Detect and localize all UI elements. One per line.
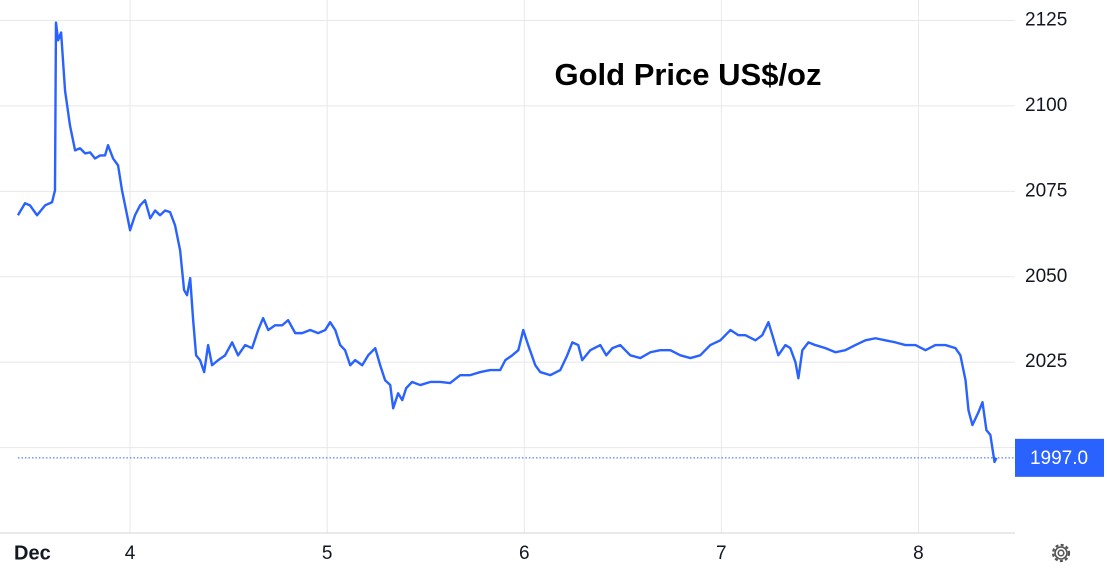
x-month-label: Dec — [14, 542, 51, 564]
y-tick-label: 2125 — [1025, 10, 1067, 31]
chart-title: Gold Price US$/oz — [554, 57, 821, 92]
grid — [0, 0, 1015, 533]
y-tick-label: 2050 — [1025, 266, 1067, 287]
x-tick-label: 7 — [716, 543, 727, 564]
x-tick-label: 6 — [519, 543, 530, 564]
last-value-badge — [1015, 438, 1104, 477]
price-line — [16, 21, 998, 464]
plot — [16, 21, 998, 464]
y-tick-label: 2025 — [1025, 351, 1067, 372]
x-tick-label: 8 — [913, 543, 924, 564]
settings-icon[interactable] — [1051, 543, 1071, 563]
x-tick-label: 5 — [322, 543, 333, 564]
x-tick-label: 4 — [125, 543, 136, 564]
last-value-label: 1997.0 — [1030, 448, 1088, 469]
y-tick-label: 2075 — [1025, 180, 1067, 201]
y-tick-label: 2100 — [1025, 95, 1067, 116]
